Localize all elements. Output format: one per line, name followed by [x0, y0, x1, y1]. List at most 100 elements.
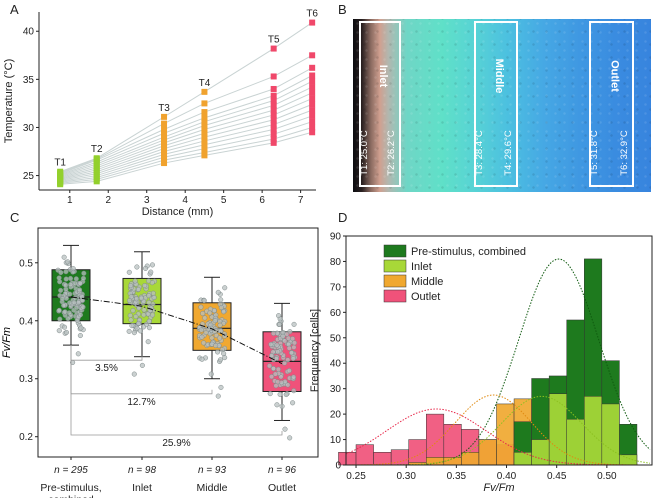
histogram-bar: [390, 449, 409, 466]
temperature-marker: [201, 88, 208, 95]
x-tick-label: 0.35: [447, 471, 467, 482]
temperature-line: [60, 98, 313, 179]
cell-point: [59, 296, 65, 302]
panel-letter-b: B: [338, 2, 347, 17]
probe-temperature: T4: 29.6°C: [503, 130, 514, 176]
temperature-marker: [309, 72, 316, 79]
y-tick-label: 40: [330, 359, 342, 370]
cell-point: [273, 356, 280, 362]
temperature-line: [60, 131, 313, 185]
y-tick-label: 50: [330, 333, 342, 344]
temperature-marker: [57, 168, 64, 175]
histogram-bar: [496, 403, 515, 466]
cell-point: [199, 334, 205, 340]
cell-point: [215, 393, 221, 399]
cell-point: [128, 317, 134, 323]
temperature-marker: [201, 126, 208, 133]
temperature-marker: [309, 64, 316, 71]
temperature-marker: [270, 126, 277, 133]
difference-label: 12.7%: [127, 397, 155, 408]
y-tick-label: 0: [335, 461, 341, 472]
cell-point: [205, 326, 211, 332]
legend-swatch: [383, 289, 407, 303]
fit-curve: [346, 395, 651, 466]
cell-point: [146, 293, 152, 299]
cell-point: [77, 312, 84, 318]
temperature-line: [59, 54, 313, 174]
cell-point: [215, 289, 221, 295]
cell-point: [56, 328, 62, 334]
thermal-image: [353, 19, 651, 192]
cell-point: [290, 400, 296, 406]
temperature-marker: [309, 52, 316, 59]
cell-point: [81, 270, 87, 276]
cell-point: [56, 307, 62, 313]
cell-point: [63, 329, 70, 335]
cell-point: [213, 342, 219, 349]
cell-point: [126, 269, 132, 275]
temperature-marker: [309, 124, 316, 131]
legend-swatch: [383, 244, 407, 258]
y-tick-label: 90: [330, 232, 342, 243]
cell-point: [73, 276, 79, 282]
cell-point: [130, 308, 136, 314]
cell-point: [207, 310, 213, 316]
x-tick-label: 1: [67, 195, 73, 206]
cell-point: [221, 351, 227, 357]
cell-point: [269, 374, 275, 380]
cell-point: [133, 313, 139, 320]
temperature-marker: [309, 112, 316, 119]
temperature-marker: [309, 84, 316, 91]
x-tick-label: 6: [259, 195, 265, 206]
fit-curve: [346, 258, 651, 466]
cell-point: [72, 280, 78, 286]
cell-point: [283, 392, 289, 398]
cell-point: [217, 322, 223, 328]
cell-point: [134, 296, 140, 302]
y-axis-title: Fv/Fm: [1, 327, 13, 358]
cell-point: [270, 330, 277, 336]
cell-point: [148, 269, 154, 275]
cell-point: [266, 363, 273, 369]
n-label: n = 98: [128, 465, 157, 476]
histogram-bar: [619, 454, 638, 466]
cell-point: [57, 316, 63, 322]
probe-temperature: T5: 31.8°C: [589, 130, 600, 176]
cell-point: [198, 327, 204, 333]
y-axis-title: Frequency [cells]: [309, 309, 321, 392]
temperature-marker: [201, 122, 208, 129]
cell-point: [134, 264, 140, 270]
cell-point: [281, 360, 288, 366]
cell-point: [146, 300, 152, 306]
cell-point: [218, 328, 224, 334]
temperature-line: [59, 67, 313, 175]
panel-letter-d: D: [338, 210, 347, 225]
cell-point: [273, 383, 279, 389]
cell-point: [127, 312, 133, 318]
n-label: n = 96: [268, 465, 297, 476]
temperature-marker: [309, 78, 316, 85]
cell-point: [274, 342, 280, 348]
plot-frame: [37, 227, 319, 458]
temperature-marker: [201, 114, 208, 121]
cell-point: [201, 298, 207, 304]
cell-point: [129, 323, 135, 329]
legend-label: Pre-stimulus, combined: [411, 246, 526, 258]
temperature-marker: [270, 131, 277, 138]
probe-label: T1: [54, 158, 66, 169]
cell-point: [288, 350, 295, 356]
cell-point: [218, 297, 224, 303]
cell-point: [70, 266, 76, 272]
cell-point: [137, 328, 144, 334]
temperature-marker: [93, 155, 100, 162]
cell-point: [268, 341, 274, 347]
cell-point: [58, 269, 64, 276]
probe-temperature: T3: 28.4°C: [474, 130, 485, 176]
temperature-marker: [270, 102, 277, 109]
temperature-marker: [270, 97, 277, 104]
category-label: combined: [48, 494, 94, 498]
temperature-marker: [309, 107, 316, 114]
cell-point: [139, 362, 145, 368]
cell-point: [267, 391, 273, 397]
